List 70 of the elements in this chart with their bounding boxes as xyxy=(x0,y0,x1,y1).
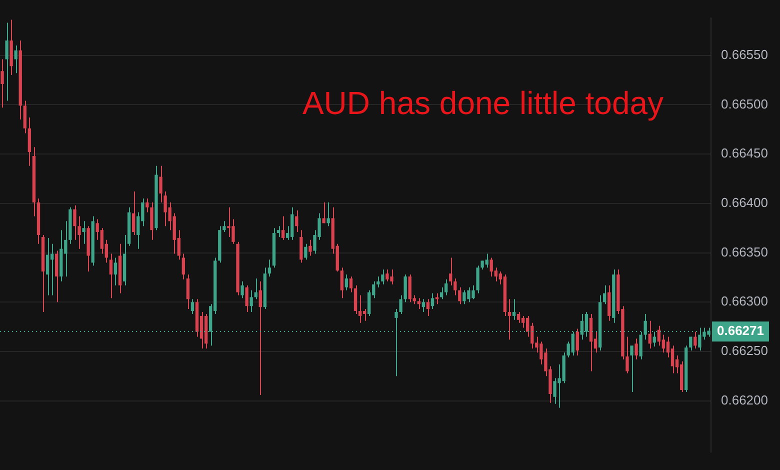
candlestick xyxy=(132,191,136,236)
candlestick xyxy=(362,308,366,322)
y-tick-label: 0.66300 xyxy=(721,294,768,309)
candlestick xyxy=(422,298,426,313)
candlestick xyxy=(322,202,326,224)
candlestick xyxy=(344,274,348,291)
candlestick xyxy=(240,280,244,299)
candlestick xyxy=(304,243,308,260)
candlestick xyxy=(326,202,330,227)
candlestick xyxy=(268,259,272,277)
candlestick xyxy=(512,298,516,320)
candlestick xyxy=(5,22,8,102)
candlestick xyxy=(689,336,692,352)
candlestick xyxy=(281,216,285,240)
candlestick xyxy=(245,284,248,313)
candlestick xyxy=(435,292,439,305)
candlestick xyxy=(186,274,190,310)
ref-line-label: 0.66271 xyxy=(717,323,764,338)
candlestick xyxy=(630,345,634,392)
candlestick xyxy=(634,338,638,360)
y-tick-label: 0.66450 xyxy=(721,146,768,161)
candlestick xyxy=(458,286,462,305)
candlestick xyxy=(55,250,58,303)
candlestick xyxy=(576,328,579,356)
y-tick-label: 0.66550 xyxy=(721,46,768,62)
candlestick xyxy=(516,312,520,324)
candlestick xyxy=(28,117,32,166)
candlestick xyxy=(417,298,420,310)
candlestick xyxy=(652,331,656,348)
candlestick xyxy=(114,257,118,286)
candlestick xyxy=(670,345,674,374)
candlestick xyxy=(521,315,525,328)
candlestick xyxy=(639,331,642,360)
candlestick xyxy=(340,267,344,299)
candlestick xyxy=(150,202,154,240)
candlestick xyxy=(276,226,280,238)
candlestick xyxy=(589,313,593,372)
candlestick xyxy=(694,331,697,350)
candlestick xyxy=(14,44,18,74)
candlestick xyxy=(23,100,26,134)
y-tick-label: 0.66250 xyxy=(721,343,768,358)
candlestick xyxy=(146,198,149,213)
y-tick-label: 0.66500 xyxy=(721,96,768,112)
candlestick xyxy=(608,284,611,322)
candlestick xyxy=(190,298,194,314)
candlestick xyxy=(349,276,353,293)
candlestick xyxy=(648,320,652,350)
candlestick xyxy=(430,292,434,310)
candlestick xyxy=(603,284,606,305)
candlestick xyxy=(657,325,661,346)
candlestick xyxy=(82,220,86,244)
candlestick xyxy=(0,58,4,108)
y-tick-label: 0.66350 xyxy=(721,244,768,260)
y-tick-label: 0.66400 xyxy=(721,194,768,210)
annotation: AUD has done little today xyxy=(302,84,664,121)
candlestick xyxy=(46,237,50,296)
candlestick xyxy=(250,290,253,313)
candlestick xyxy=(109,253,113,299)
y-tick-label: 0.66200 xyxy=(721,392,768,408)
candlestick xyxy=(662,334,666,353)
candlestick xyxy=(295,210,298,233)
candlestick xyxy=(426,298,430,316)
candlestick xyxy=(300,230,303,264)
candlestick xyxy=(308,239,312,256)
candlestick xyxy=(354,284,358,314)
candlestick xyxy=(444,278,448,296)
candlestick xyxy=(182,253,185,280)
candlestick xyxy=(258,280,262,396)
candlestick xyxy=(381,269,384,285)
candlestick xyxy=(508,298,512,340)
